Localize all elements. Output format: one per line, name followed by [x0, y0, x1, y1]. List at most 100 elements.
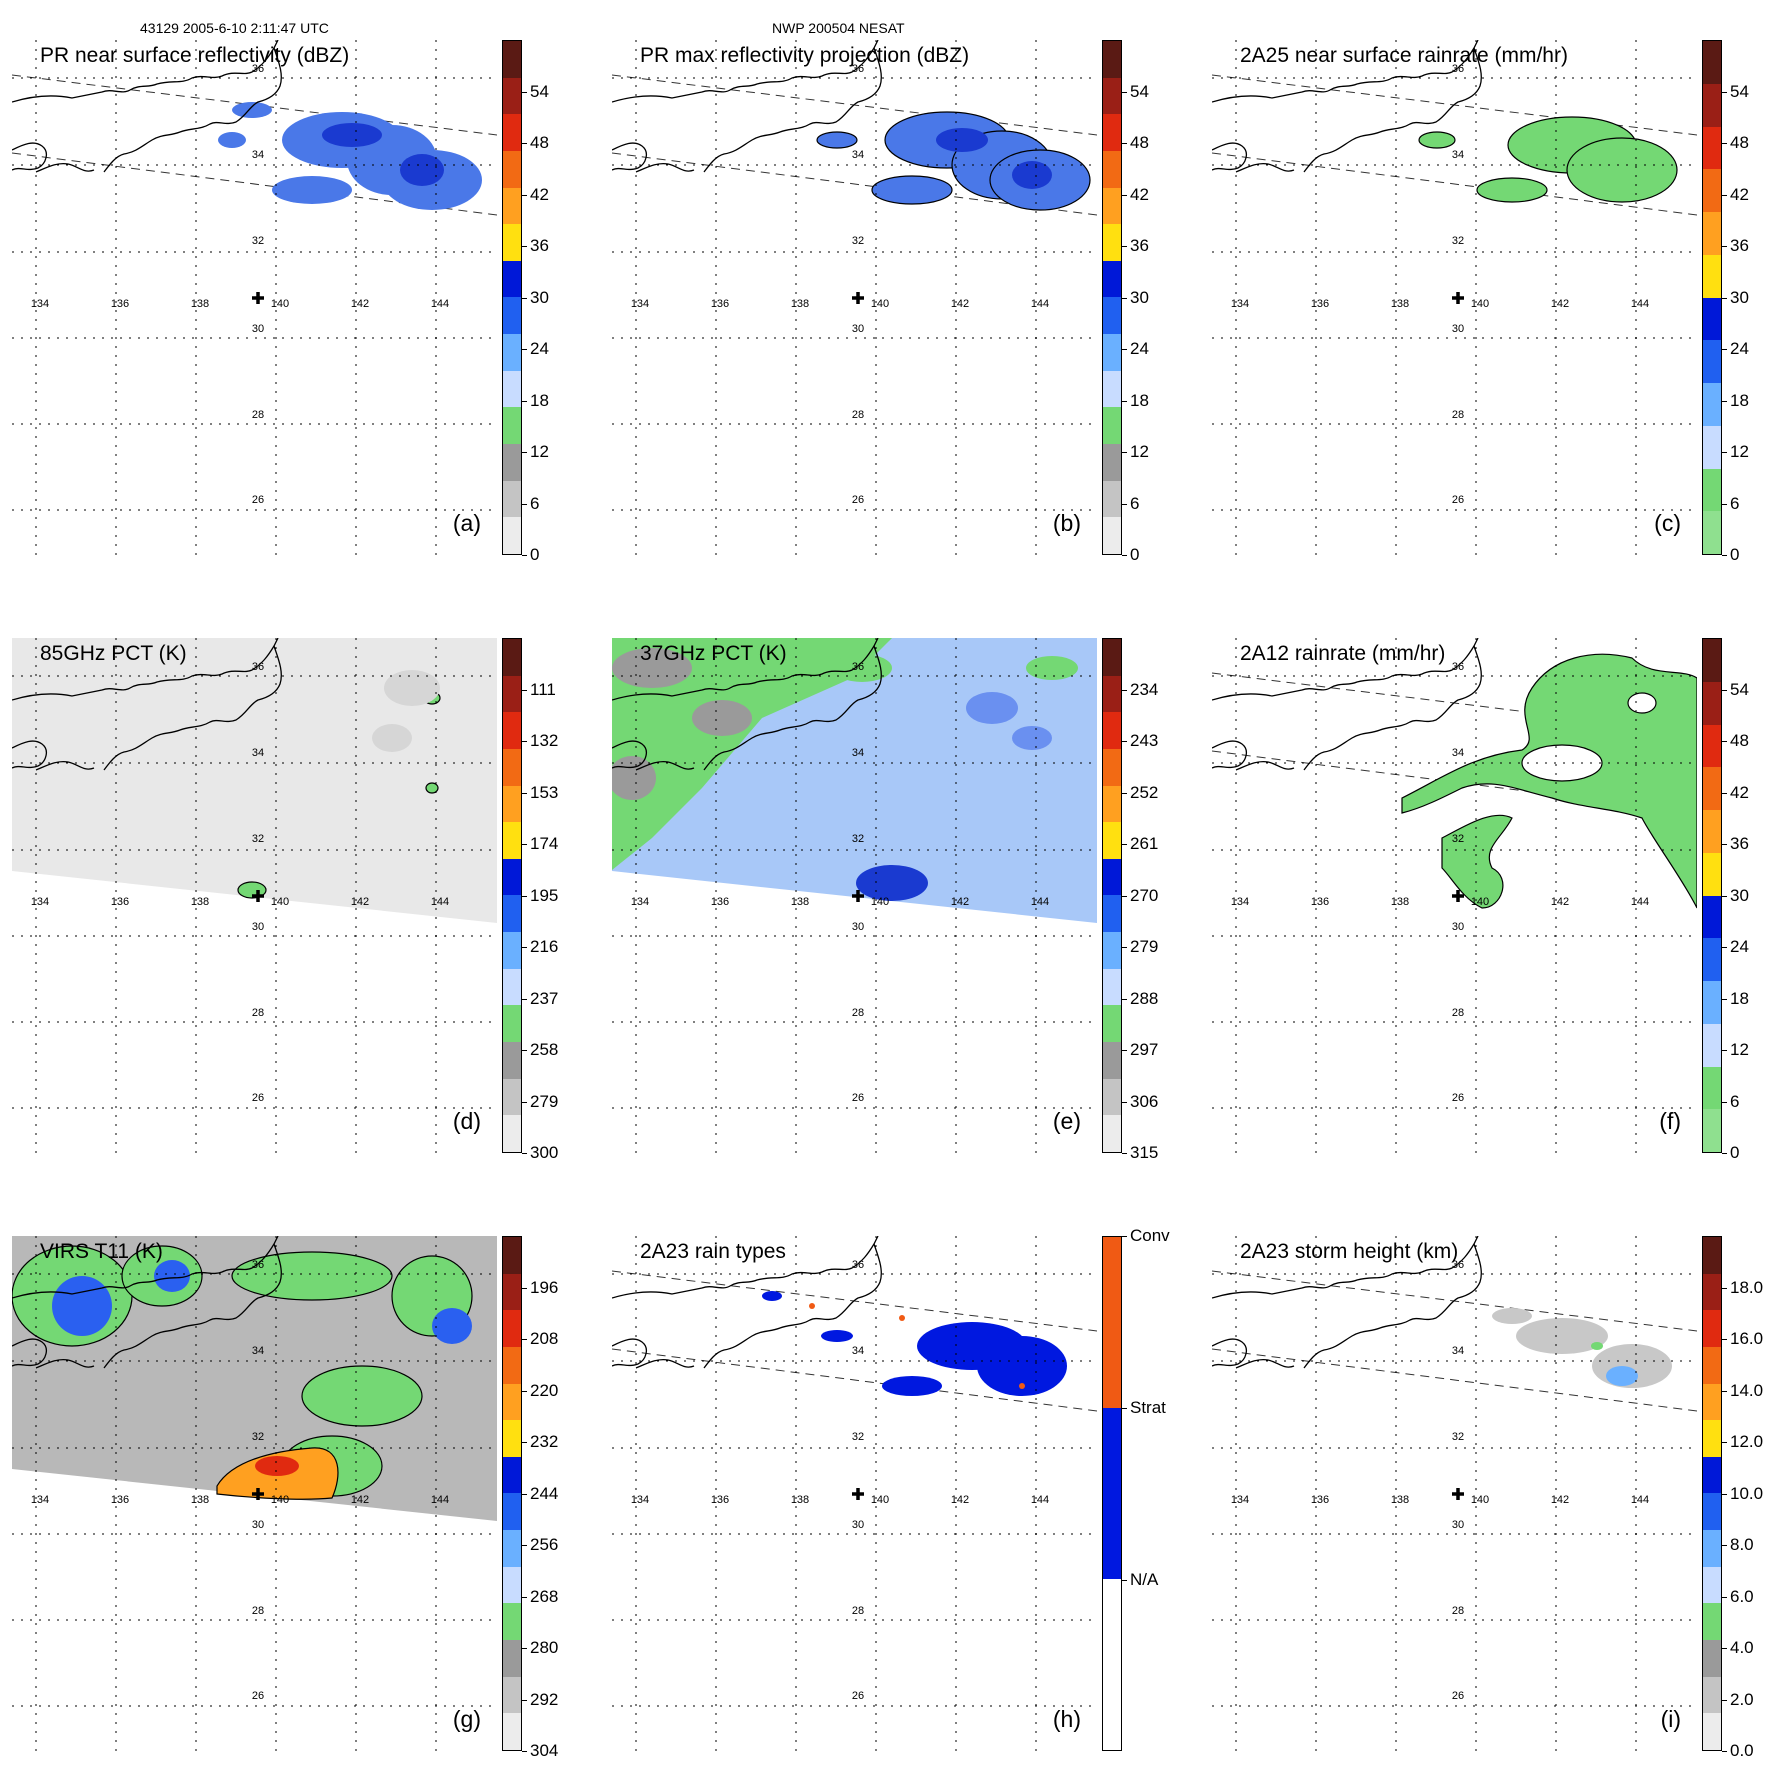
lat-label: 30 [852, 921, 864, 933]
lon-label: 140 [271, 896, 289, 908]
panel-b: 134 136 138 140 142 144 36 34 32 30 28 26 PR max ref… [612, 40, 1149, 564]
colorbar-segment [1703, 724, 1721, 768]
colorbar-tick-mark [1122, 349, 1127, 351]
colorbar-segment [503, 297, 521, 335]
colorbar-tick-mark [1122, 143, 1127, 145]
lat-label: 36 [852, 1259, 864, 1271]
header-center-text: NWP 200504 NESAT [772, 20, 905, 36]
colorbar-tick-label: 132 [530, 731, 559, 751]
colorbar-segment [1703, 981, 1721, 1024]
lat-label: 34 [852, 1345, 864, 1357]
pct37-green-patch [832, 654, 892, 682]
lat-label: 36 [252, 1259, 264, 1271]
lon-label: 140 [871, 1494, 889, 1506]
colorbar-tick-label: 0 [530, 545, 540, 564]
colorbar [502, 638, 522, 1153]
coastline-1 [1212, 1236, 1479, 1299]
colorbar-tick-mark [1722, 1339, 1727, 1341]
lon-label: 144 [1631, 896, 1649, 908]
colorbar-tick-mark [1122, 246, 1127, 248]
colorbar-tick-mark [1122, 895, 1127, 897]
colorbar-segment [1103, 968, 1121, 1006]
lat-label: 34 [252, 149, 264, 161]
panel-h: 134 136 138 140 142 144 36 34 32 30 28 26 2A23 rain … [612, 1226, 1170, 1751]
colorbar-segment [503, 1676, 521, 1714]
colorbar-segment [1703, 895, 1721, 939]
colorbar-tick-label: 36 [1730, 236, 1749, 256]
virs-cloud-green [301, 1365, 423, 1427]
colorbar-segment [1103, 334, 1121, 371]
lon-label: 138 [1391, 896, 1409, 908]
lon-label: 144 [431, 298, 449, 310]
colorbar-tick-label: 280 [530, 1638, 559, 1658]
rainrate-2a12-hole [1521, 744, 1603, 782]
colorbar-tick-label: 279 [530, 1091, 559, 1111]
swath-edge-south [612, 1348, 1097, 1412]
panel-title: VIRS T11 (K) [40, 1240, 163, 1263]
colorbar-tick-label: 42 [530, 184, 549, 204]
panel-label: (d) [452, 1108, 481, 1134]
colorbar-tick-mark [522, 246, 527, 248]
colorbar-tick-label: 261 [1130, 834, 1159, 854]
colorbar-tick-label: 237 [530, 988, 559, 1008]
lat-label: 36 [1452, 1259, 1464, 1271]
colorbar-segment [503, 1566, 521, 1604]
colorbar-segment [503, 639, 521, 676]
lat-label: 28 [852, 1605, 864, 1617]
lat-label: 30 [1452, 1519, 1464, 1531]
panel-title: 37GHz PCT (K) [640, 642, 787, 665]
colorbar-segment [1703, 1530, 1721, 1567]
lat-label: 32 [1452, 1431, 1464, 1443]
rainrate-2a12-hole [1627, 692, 1657, 714]
coastline-2 [703, 47, 882, 173]
map-area: 134 136 138 140 142 144 36 34 32 30 28 26 [12, 638, 497, 1153]
colorbar-tick-label: 10.0 [1730, 1483, 1764, 1503]
colorbar-tick-label: 12 [1730, 442, 1749, 462]
colorbar-tick-label: 8.0 [1730, 1535, 1754, 1555]
panel-label: (g) [452, 1706, 481, 1732]
colorbar-tick-mark [1722, 143, 1727, 145]
colorbar-segment [1103, 1005, 1121, 1043]
lon-label: 142 [1551, 298, 1569, 310]
colorbar-segment [1103, 187, 1121, 225]
colorbar-segment [1703, 1273, 1721, 1311]
panel-label: (f) [1659, 1108, 1681, 1134]
coastline-4 [35, 760, 95, 771]
reflectivity-cell [272, 176, 352, 204]
colorbar-tick-mark [1122, 92, 1127, 93]
colorbar-tick-mark [1722, 503, 1727, 505]
panel-f: 134 136 138 140 142 144 36 34 32 30 28 26 2A12 rainr… [1212, 638, 1749, 1162]
colorbar-tick-mark [1122, 1580, 1127, 1581]
lat-label: 36 [852, 63, 864, 75]
colorbar-segment [1103, 932, 1121, 969]
colorbar-segment [1703, 639, 1721, 682]
colorbar-tick-label: 36 [530, 236, 549, 256]
coastline-2 [103, 47, 282, 173]
colorbar-tick-mark [1722, 555, 1727, 556]
pct85-swath [12, 638, 497, 923]
panel-e: 134 136 138 140 142 144 36 34 32 30 28 26 37GHz PCT … [612, 638, 1158, 1162]
colorbar-segment [503, 1042, 521, 1079]
lat-label: 26 [252, 1690, 264, 1702]
storm-center-marker [852, 292, 864, 304]
colorbar-tick-label: 111 [530, 680, 556, 699]
pct37-land-region [612, 638, 892, 870]
colorbar-segment [1703, 126, 1721, 170]
colorbar-segment [1703, 681, 1721, 725]
coastline-2 [703, 645, 882, 771]
lon-label: 138 [1391, 298, 1409, 310]
colorbar-segment [1703, 212, 1721, 255]
colorbar-segment [503, 334, 521, 371]
colorbar-tick-mark [1122, 998, 1127, 1000]
colorbar-tick-label: 268 [530, 1586, 559, 1606]
virs-cloud-blue [52, 1276, 112, 1336]
swath-edge-south [1212, 1348, 1697, 1412]
lon-label: 136 [111, 298, 129, 310]
lon-label: 136 [711, 1494, 729, 1506]
colorbar-segment [503, 1420, 521, 1457]
coastline-3 [12, 1338, 48, 1367]
colorbar-tick-mark [1722, 1050, 1727, 1052]
colorbar-tick-label: 220 [530, 1380, 559, 1400]
colorbar-tick-mark [1122, 1101, 1127, 1103]
colorbar-tick-label: 42 [1130, 184, 1149, 204]
